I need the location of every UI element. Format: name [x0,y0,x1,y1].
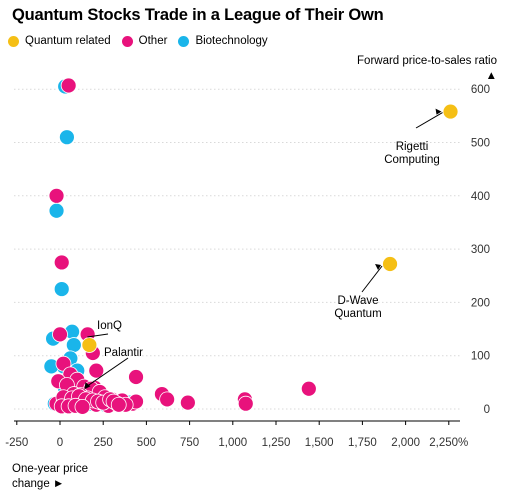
y-tick-label: 500 [471,138,490,150]
ionq-leader-line [87,333,109,338]
dwave-label: Quantum [334,308,381,320]
legend-label-other: Other [138,35,168,47]
other-point [48,187,65,204]
x-tick-label: 2,000 [391,437,420,449]
palantir-arrowhead [84,382,91,390]
legend-dot-quantum [8,35,19,47]
x-tick-label: 250 [94,437,113,449]
other-point [237,395,254,412]
x-tick-label: 1,500 [305,437,334,449]
x-tick-label: 1,250 [262,437,291,449]
rigetti-label: Rigetti [396,141,429,153]
quantum-point [382,256,398,272]
ionq-label: IonQ [97,320,122,332]
legend: Quantum related Other Biotechnology [8,35,279,47]
x-tick-label: 2,250% [429,437,468,449]
other-point [88,362,105,379]
rigetti-leader-line [415,112,443,129]
dwave-arrowhead [375,264,382,271]
x-tick-label: 1,000 [218,437,247,449]
other-point [300,380,317,397]
legend-item-biotech: Biotechnology [178,35,268,47]
x-tick-label: -250 [5,437,28,449]
biotech-point [65,337,82,353]
y-tick-label: 0 [484,404,490,416]
legend-item-quantum: Quantum related [8,35,111,47]
y-tick-label: 400 [471,191,490,203]
y-tick-label: 300 [471,244,490,256]
biotech-point [53,281,70,297]
palantir-leader-line [85,357,129,388]
other-point [179,394,196,411]
x-axis-label: One-year price change ► [12,463,89,490]
y-tick-label: 600 [471,84,490,96]
other-point [128,369,144,385]
other-point [53,254,70,271]
other-point [60,77,77,94]
legend-label-quantum: Quantum related [25,35,111,47]
palantir-label: Palantir [104,347,143,359]
other-point [159,391,176,408]
other-point [110,396,127,413]
legend-dot-biotech [178,35,190,47]
legend-dot-other [121,35,133,47]
x-tick-label: 0 [57,437,63,449]
rigetti-label: Computing [384,154,440,166]
legend-label-biotech: Biotechnology [195,35,268,47]
quantum-point [81,337,98,353]
x-tick-label: 750 [180,437,199,449]
x-tick-label: 500 [137,437,156,449]
y-tick-label: 200 [471,297,490,309]
rigetti-arrowhead [435,108,442,115]
other-point [74,398,91,415]
y-axis-label: Forward price-to-sales ratio ▲ [357,55,497,82]
dwave-leader-line [361,265,383,293]
biotech-point [48,202,65,219]
y-tick-label: 100 [471,351,490,363]
legend-item-other: Other [121,35,168,47]
quantum-point [442,103,459,120]
biotech-point [59,129,75,146]
x-tick-label: 1,750 [348,437,377,449]
dwave-label: D-Wave [337,295,378,307]
other-point [52,326,68,343]
chart-title: Quantum Stocks Trade in a League of Thei… [12,6,384,24]
